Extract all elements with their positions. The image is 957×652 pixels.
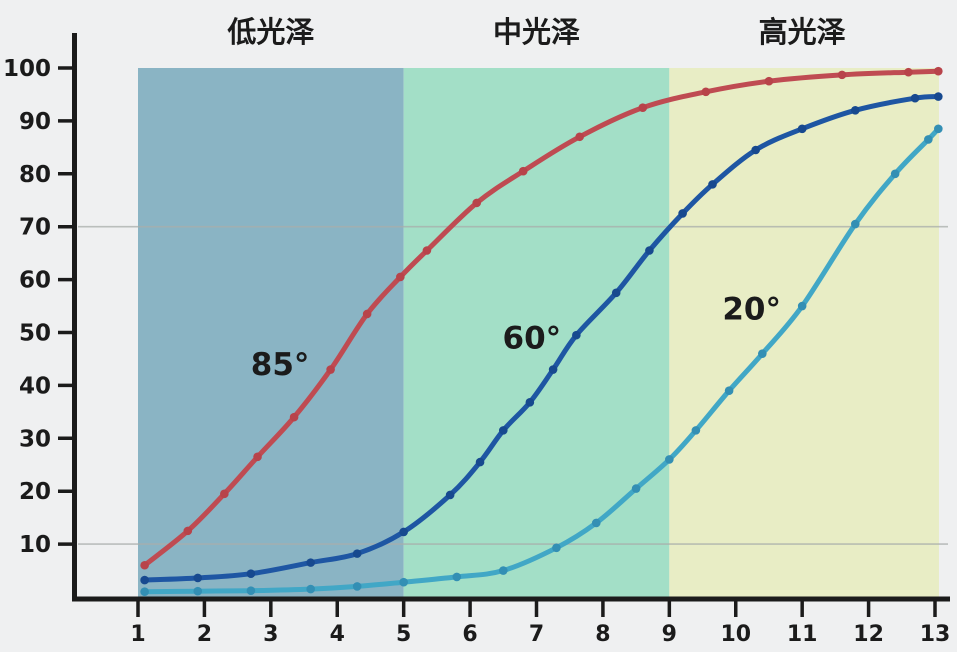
y-tick-label-40: 40: [19, 373, 51, 399]
series-60deg-marker: [498, 426, 508, 435]
series-20deg-marker: [246, 586, 256, 595]
region-low-gloss-title: 低光泽: [226, 15, 314, 49]
series-60deg-marker: [934, 92, 943, 101]
series-60deg-marker: [246, 569, 256, 579]
x-tick-label-2: 2: [197, 622, 212, 647]
series-60deg-marker: [399, 527, 408, 537]
series-20deg-marker: [352, 582, 362, 591]
series-60deg-marker: [548, 365, 558, 374]
x-tick-label-4: 4: [330, 622, 345, 647]
y-tick-label-50: 50: [19, 321, 51, 347]
series-20deg-marker: [140, 587, 149, 597]
x-tick-label-3: 3: [263, 622, 278, 647]
series-85deg-marker: [575, 132, 584, 142]
series-60deg-label: 60°: [503, 320, 562, 356]
region-high-gloss: [669, 68, 939, 597]
series-60deg-marker: [851, 106, 860, 115]
series-85deg-marker: [638, 103, 648, 112]
series-85deg-marker: [326, 365, 335, 374]
region-high-gloss-title: 高光泽: [759, 15, 846, 49]
series-60deg-marker: [708, 180, 717, 189]
x-tick-label-10: 10: [720, 622, 751, 647]
series-20deg-marker: [758, 349, 767, 358]
series-20deg-marker: [306, 584, 315, 594]
series-60deg-marker: [525, 398, 535, 407]
series-60deg-marker: [306, 558, 315, 567]
series-85deg-marker: [422, 246, 432, 255]
region-medium-gloss-title: 中光泽: [493, 15, 580, 49]
series-20deg-marker: [591, 518, 601, 528]
x-tick-label-1: 1: [130, 622, 145, 647]
series-60deg-marker: [645, 246, 654, 255]
series-85deg-marker: [904, 67, 913, 77]
series-20deg-marker: [631, 484, 641, 493]
series-20deg-marker: [924, 135, 933, 144]
x-tick-label-12: 12: [853, 622, 884, 647]
series-20deg-label: 20°: [722, 291, 781, 327]
series-60deg-marker: [910, 93, 920, 103]
series-20deg-marker: [193, 586, 203, 596]
series-85deg-marker: [396, 272, 405, 282]
series-20deg-marker: [851, 219, 860, 229]
series-85deg-marker: [934, 66, 943, 76]
series-60deg-marker: [445, 490, 455, 500]
x-tick-label-6: 6: [462, 622, 477, 647]
series-85deg-marker: [362, 309, 372, 319]
y-tick-label-70: 70: [19, 215, 51, 241]
series-60deg-marker: [797, 124, 807, 134]
series-20deg-marker: [797, 301, 807, 311]
series-60deg-marker: [678, 209, 687, 218]
y-tick-label-90: 90: [19, 109, 51, 135]
region-low-gloss: [138, 68, 404, 597]
series-20deg-marker: [665, 455, 674, 464]
series-20deg-marker: [399, 577, 408, 587]
x-tick-label-13: 13: [920, 622, 951, 647]
series-85deg-marker: [253, 452, 262, 462]
series-20deg-marker: [890, 169, 900, 179]
series-20deg-marker: [934, 124, 943, 134]
series-60deg-marker: [572, 330, 581, 340]
series-60deg-marker: [352, 549, 362, 558]
y-tick-label-20: 20: [19, 479, 51, 505]
series-85deg-marker: [701, 87, 711, 97]
series-85deg-marker: [220, 489, 229, 499]
series-20deg-marker: [691, 426, 701, 435]
y-tick-label-10: 10: [19, 532, 51, 558]
x-tick-label-8: 8: [595, 622, 610, 647]
series-60deg-marker: [475, 457, 485, 467]
y-tick-label-100: 100: [3, 56, 51, 82]
region-medium-gloss: [403, 68, 670, 597]
series-20deg-marker: [452, 572, 462, 582]
series-85deg-marker: [289, 412, 299, 422]
x-tick-label-5: 5: [396, 622, 411, 647]
x-tick-label-11: 11: [787, 622, 818, 647]
series-85deg-marker: [837, 70, 847, 80]
x-tick-label-9: 9: [662, 622, 677, 647]
series-85deg-marker: [764, 76, 774, 86]
series-60deg-marker: [140, 575, 149, 585]
series-85deg-marker: [183, 526, 193, 536]
series-60deg-marker: [751, 145, 760, 155]
y-tick-label-30: 30: [19, 426, 51, 452]
series-60deg-marker: [611, 288, 621, 298]
series-85deg-marker: [472, 198, 482, 208]
series-20deg-marker: [724, 386, 734, 395]
series-85deg-marker: [518, 166, 528, 176]
y-tick-label-60: 60: [19, 268, 51, 294]
x-tick-label-7: 7: [529, 622, 544, 647]
series-85deg-marker: [140, 560, 149, 570]
y-tick-label-80: 80: [19, 162, 51, 188]
series-60deg-marker: [193, 573, 203, 583]
series-20deg-marker: [552, 543, 561, 553]
series-85deg-label: 85°: [251, 347, 310, 383]
series-20deg-marker: [498, 566, 508, 575]
